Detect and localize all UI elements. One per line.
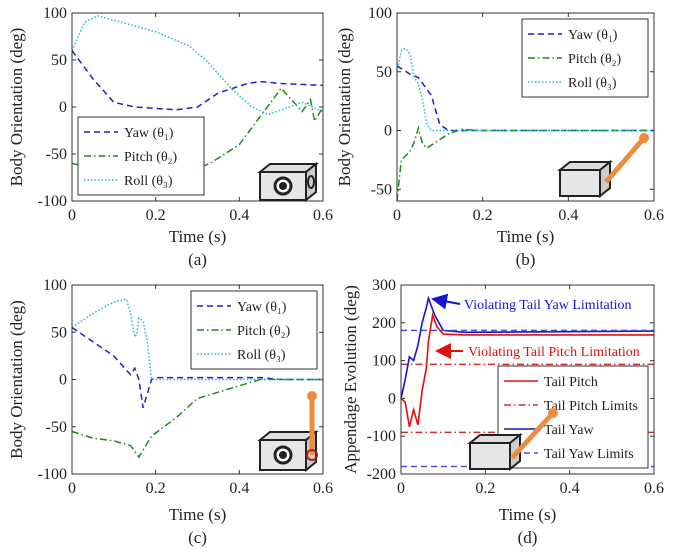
panel-label: (c) — [188, 528, 207, 547]
icon-b — [557, 133, 649, 199]
subplot: 0 0.2 0.4 0.6 -100 -50 0 50 100 Time (s) Body Orie… — [7, 5, 333, 269]
legend-label: Tail Yaw Limits — [544, 447, 634, 462]
legend: Yaw (θ₁) Pitch (θ₂) Roll (θ₃) — [190, 290, 318, 370]
axes-frame — [396, 12, 655, 202]
axes-frame — [71, 284, 324, 475]
legend-label: Roll (θ₃) — [237, 348, 286, 363]
x-tick-label: 0 — [68, 207, 76, 224]
legend-label: Tail Yaw — [544, 423, 594, 438]
y-tick-label: -200 — [367, 466, 396, 483]
series-line — [71, 378, 323, 459]
x-axis-label: Time (s) — [169, 505, 226, 524]
x-axis-label: Time (s) — [499, 505, 556, 524]
y-tick-label: -100 — [367, 428, 396, 445]
y-tick-label: 100 — [372, 353, 396, 370]
legend: Yaw (θ₁) Pitch (θ₂) Roll (θ₃) — [77, 116, 205, 196]
panel-label: (a) — [188, 250, 207, 269]
series-line — [396, 125, 654, 202]
x-tick-label: 0.4 — [560, 480, 580, 497]
x-tick-label: 0.6 — [313, 480, 333, 497]
series-line — [400, 312, 654, 427]
legend: Yaw (θ₁) Pitch (θ₂) Roll (θ₃) — [521, 18, 649, 98]
y-tick-label: 0 — [59, 372, 67, 389]
x-tick-label: 0 — [68, 480, 76, 497]
legend-label: Roll (θ₃) — [124, 174, 173, 189]
y-tick-label: 100 — [368, 5, 392, 22]
subplot: 0 0.2 0.4 0.6 -100 -50 0 50 100 Time (s) Body Orie… — [7, 277, 333, 547]
x-tick-label: 0.4 — [558, 207, 578, 224]
panel-label: (d) — [518, 528, 538, 547]
legend-label: Yaw (θ₁) — [124, 126, 174, 141]
x-tick-label: 0.6 — [313, 207, 333, 224]
y-tick-label: 100 — [43, 5, 67, 22]
annotation: Violating Tail Yaw Limitation — [464, 298, 631, 313]
x-tick-label: 0.6 — [644, 480, 664, 497]
x-tick-label: 0.2 — [146, 480, 166, 497]
y-tick-label: 50 — [51, 324, 67, 341]
x-tick-label: 0 — [393, 207, 401, 224]
legend-label: Tail Pitch Limits — [544, 399, 638, 414]
series-line — [71, 50, 324, 111]
panel-label: (b) — [516, 250, 536, 269]
y-axis-label: Appendage Evolution (deg) — [341, 285, 360, 474]
series-line — [71, 298, 323, 381]
y-tick-label: 300 — [372, 277, 396, 294]
legend-box — [497, 365, 649, 469]
axes-frame — [400, 284, 655, 475]
y-tick-label: -100 — [38, 466, 67, 483]
x-tick-label: 0.4 — [229, 480, 249, 497]
x-axis-label: Time (s) — [497, 227, 554, 246]
y-tick-label: -50 — [371, 181, 392, 198]
series-line — [71, 15, 324, 116]
x-tick-label: 0.2 — [146, 207, 166, 224]
x-tick-label: 0.6 — [644, 207, 664, 224]
legend-label: Tail Pitch — [544, 375, 598, 390]
y-tick-label: 0 — [388, 390, 396, 407]
legend-label: Pitch (θ₂) — [124, 150, 178, 165]
y-tick-label: 100 — [43, 277, 67, 294]
y-axis-label: Body Orientation (deg) — [335, 28, 354, 187]
x-tick-label: 0.2 — [473, 207, 493, 224]
y-tick-label: 50 — [376, 64, 392, 81]
x-tick-label: 0.4 — [229, 207, 249, 224]
subplot: 0 0.2 0.4 0.6 -200 -100 0 100 200 300 Time (s) Appe… — [341, 277, 664, 547]
y-tick-label: 0 — [59, 99, 67, 116]
legend-label: Yaw (θ₁) — [237, 300, 287, 315]
legend: Tail Pitch Tail Pitch Limits Tail Yaw Tail … — [497, 365, 649, 469]
y-tick-label: -50 — [46, 419, 67, 436]
y-tick-label: -50 — [46, 146, 67, 163]
legend-label: Roll (θ₃) — [568, 76, 617, 91]
axes-frame — [71, 12, 324, 202]
y-axis-label: Body Orientation (deg) — [7, 300, 26, 459]
icon-d — [467, 408, 558, 472]
y-tick-label: -100 — [38, 193, 67, 210]
series-line — [71, 326, 323, 409]
y-tick-label: 0 — [384, 123, 392, 140]
annotation: Violating Tail Pitch Limitation — [468, 345, 640, 360]
icon-a — [257, 161, 319, 203]
legend-label: Yaw (θ₁) — [568, 28, 618, 43]
y-axis-label: Body Orientation (deg) — [7, 28, 26, 187]
x-tick-label: 0.2 — [475, 480, 495, 497]
series-line — [396, 65, 654, 132]
icon-c — [257, 391, 319, 473]
legend-label: Pitch (θ₂) — [568, 52, 622, 67]
y-tick-label: 200 — [372, 315, 396, 332]
annotation-arrow — [431, 293, 461, 310]
legend-label: Pitch (θ₂) — [237, 324, 291, 339]
x-tick-label: 0 — [397, 480, 405, 497]
x-axis-label: Time (s) — [169, 227, 226, 246]
y-tick-label: 50 — [51, 52, 67, 69]
